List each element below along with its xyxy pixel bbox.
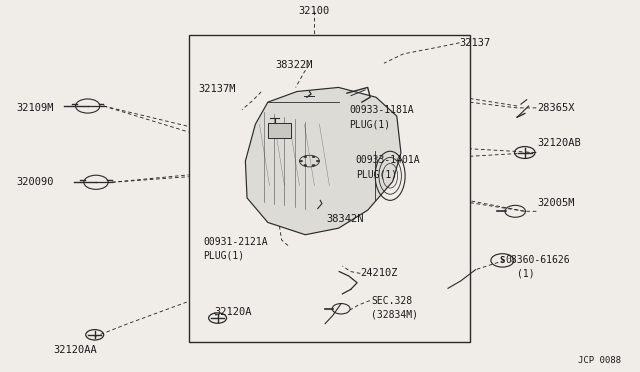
Text: 38342N: 38342N bbox=[326, 215, 364, 224]
Circle shape bbox=[316, 160, 319, 162]
Text: (32834M): (32834M) bbox=[371, 310, 418, 319]
Text: PLUG(1): PLUG(1) bbox=[349, 120, 390, 129]
Text: 32137: 32137 bbox=[460, 38, 491, 48]
Text: 32005M: 32005M bbox=[538, 198, 575, 208]
Text: SEC.328: SEC.328 bbox=[371, 296, 412, 305]
Text: (1): (1) bbox=[517, 269, 535, 278]
Text: 38322M: 38322M bbox=[275, 60, 313, 70]
Text: 320090: 320090 bbox=[16, 177, 54, 187]
Text: 00933-1401A: 00933-1401A bbox=[356, 155, 420, 165]
Text: 32120A: 32120A bbox=[214, 308, 252, 317]
Text: 24210Z: 24210Z bbox=[360, 269, 398, 278]
Circle shape bbox=[300, 160, 303, 162]
Circle shape bbox=[312, 164, 315, 166]
Text: 00931-2121A: 00931-2121A bbox=[204, 237, 268, 247]
Text: 32100: 32100 bbox=[298, 6, 329, 16]
Text: 32120AB: 32120AB bbox=[538, 138, 581, 148]
Text: 32137M: 32137M bbox=[198, 84, 236, 94]
Text: PLUG(1): PLUG(1) bbox=[204, 251, 244, 261]
Circle shape bbox=[304, 164, 307, 166]
Text: 08360-61626: 08360-61626 bbox=[506, 256, 570, 265]
Text: JCP 0088: JCP 0088 bbox=[578, 356, 621, 365]
Text: 28365X: 28365X bbox=[538, 103, 575, 113]
Circle shape bbox=[304, 156, 307, 158]
Text: S: S bbox=[500, 256, 505, 265]
Text: 32120AA: 32120AA bbox=[54, 345, 97, 355]
Text: 32109M: 32109M bbox=[16, 103, 54, 113]
Polygon shape bbox=[245, 87, 401, 235]
Circle shape bbox=[312, 156, 315, 158]
Text: 00933-1181A: 00933-1181A bbox=[349, 105, 414, 115]
Bar bbox=[268, 124, 291, 138]
Text: PLUG(1): PLUG(1) bbox=[356, 169, 397, 179]
